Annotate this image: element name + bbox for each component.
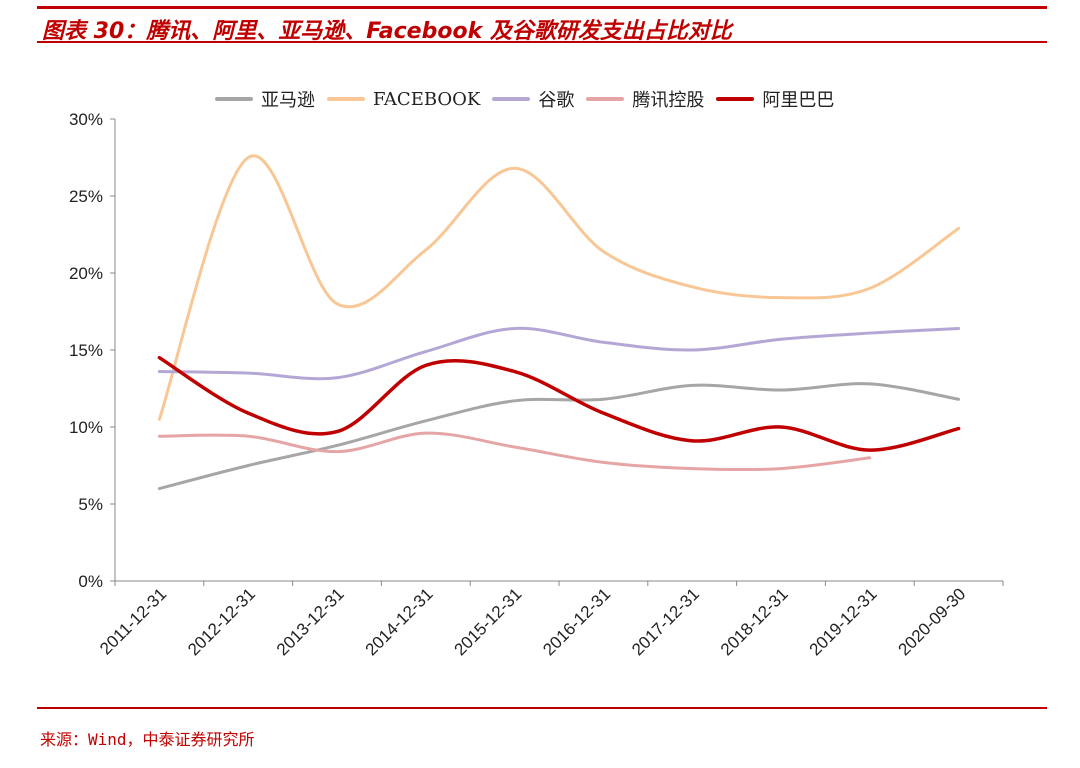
x-tick-label: 2016-12-31 — [539, 584, 614, 659]
legend-swatch — [716, 97, 755, 101]
top-rule — [37, 6, 1047, 9]
y-tick-label: 15% — [69, 341, 103, 360]
title-rule — [37, 41, 1047, 43]
x-tick-label: 2011-12-31 — [96, 584, 170, 658]
series-line-amazon — [157, 382, 961, 491]
x-tick-label: 2015-12-31 — [450, 584, 525, 659]
legend-swatch — [492, 97, 531, 101]
y-tick-label: 0% — [78, 572, 103, 591]
x-tick-label: 2012-12-31 — [184, 584, 259, 659]
x-tick-label: 2013-12-31 — [273, 584, 348, 659]
x-tick-label: 2020-09-30 — [894, 584, 969, 659]
source-note: 来源：Wind，中泰证券研究所 — [40, 730, 255, 749]
y-tick-label: 20% — [69, 264, 103, 283]
legend-item-tencent: 腾讯控股 — [586, 86, 704, 112]
y-tick-label: 25% — [69, 187, 103, 206]
series-line-facebook — [157, 154, 961, 421]
bottom-rule — [37, 707, 1047, 709]
legend-item-facebook: FACEBOOK — [327, 89, 480, 110]
y-tick-label: 10% — [69, 418, 103, 437]
x-tick-label: 2017-12-31 — [628, 584, 703, 659]
chart-legend: 亚马逊 FACEBOOK 谷歌 腾讯控股 阿里巴巴 — [215, 86, 846, 112]
legend-label: 腾讯控股 — [632, 90, 705, 111]
x-tick-label: 2019-12-31 — [806, 584, 881, 659]
series-line-google — [157, 326, 961, 381]
series-line-alibaba — [157, 355, 961, 452]
series-line-tencent — [157, 431, 872, 472]
y-tick-label: 5% — [78, 495, 103, 514]
figure-title: 图表 30：腾讯、阿里、亚马逊、Facebook 及谷歌研发支出占比对比 — [42, 19, 732, 44]
x-tick-label: 2014-12-31 — [362, 584, 437, 659]
x-tick-label: 2018-12-31 — [717, 584, 792, 659]
legend-item-google: 谷歌 — [492, 86, 574, 112]
legend-label: FACEBOOK — [373, 88, 481, 110]
legend-item-amazon: 亚马逊 — [215, 86, 315, 112]
y-tick-label: 30% — [69, 110, 103, 129]
legend-label: 阿里巴巴 — [762, 90, 835, 111]
legend-label: 谷歌 — [538, 90, 575, 111]
legend-label: 亚马逊 — [261, 90, 315, 111]
legend-swatch — [586, 97, 625, 101]
legend-item-alibaba: 阿里巴巴 — [716, 86, 834, 112]
legend-swatch — [215, 97, 253, 101]
legend-swatch — [327, 97, 365, 101]
